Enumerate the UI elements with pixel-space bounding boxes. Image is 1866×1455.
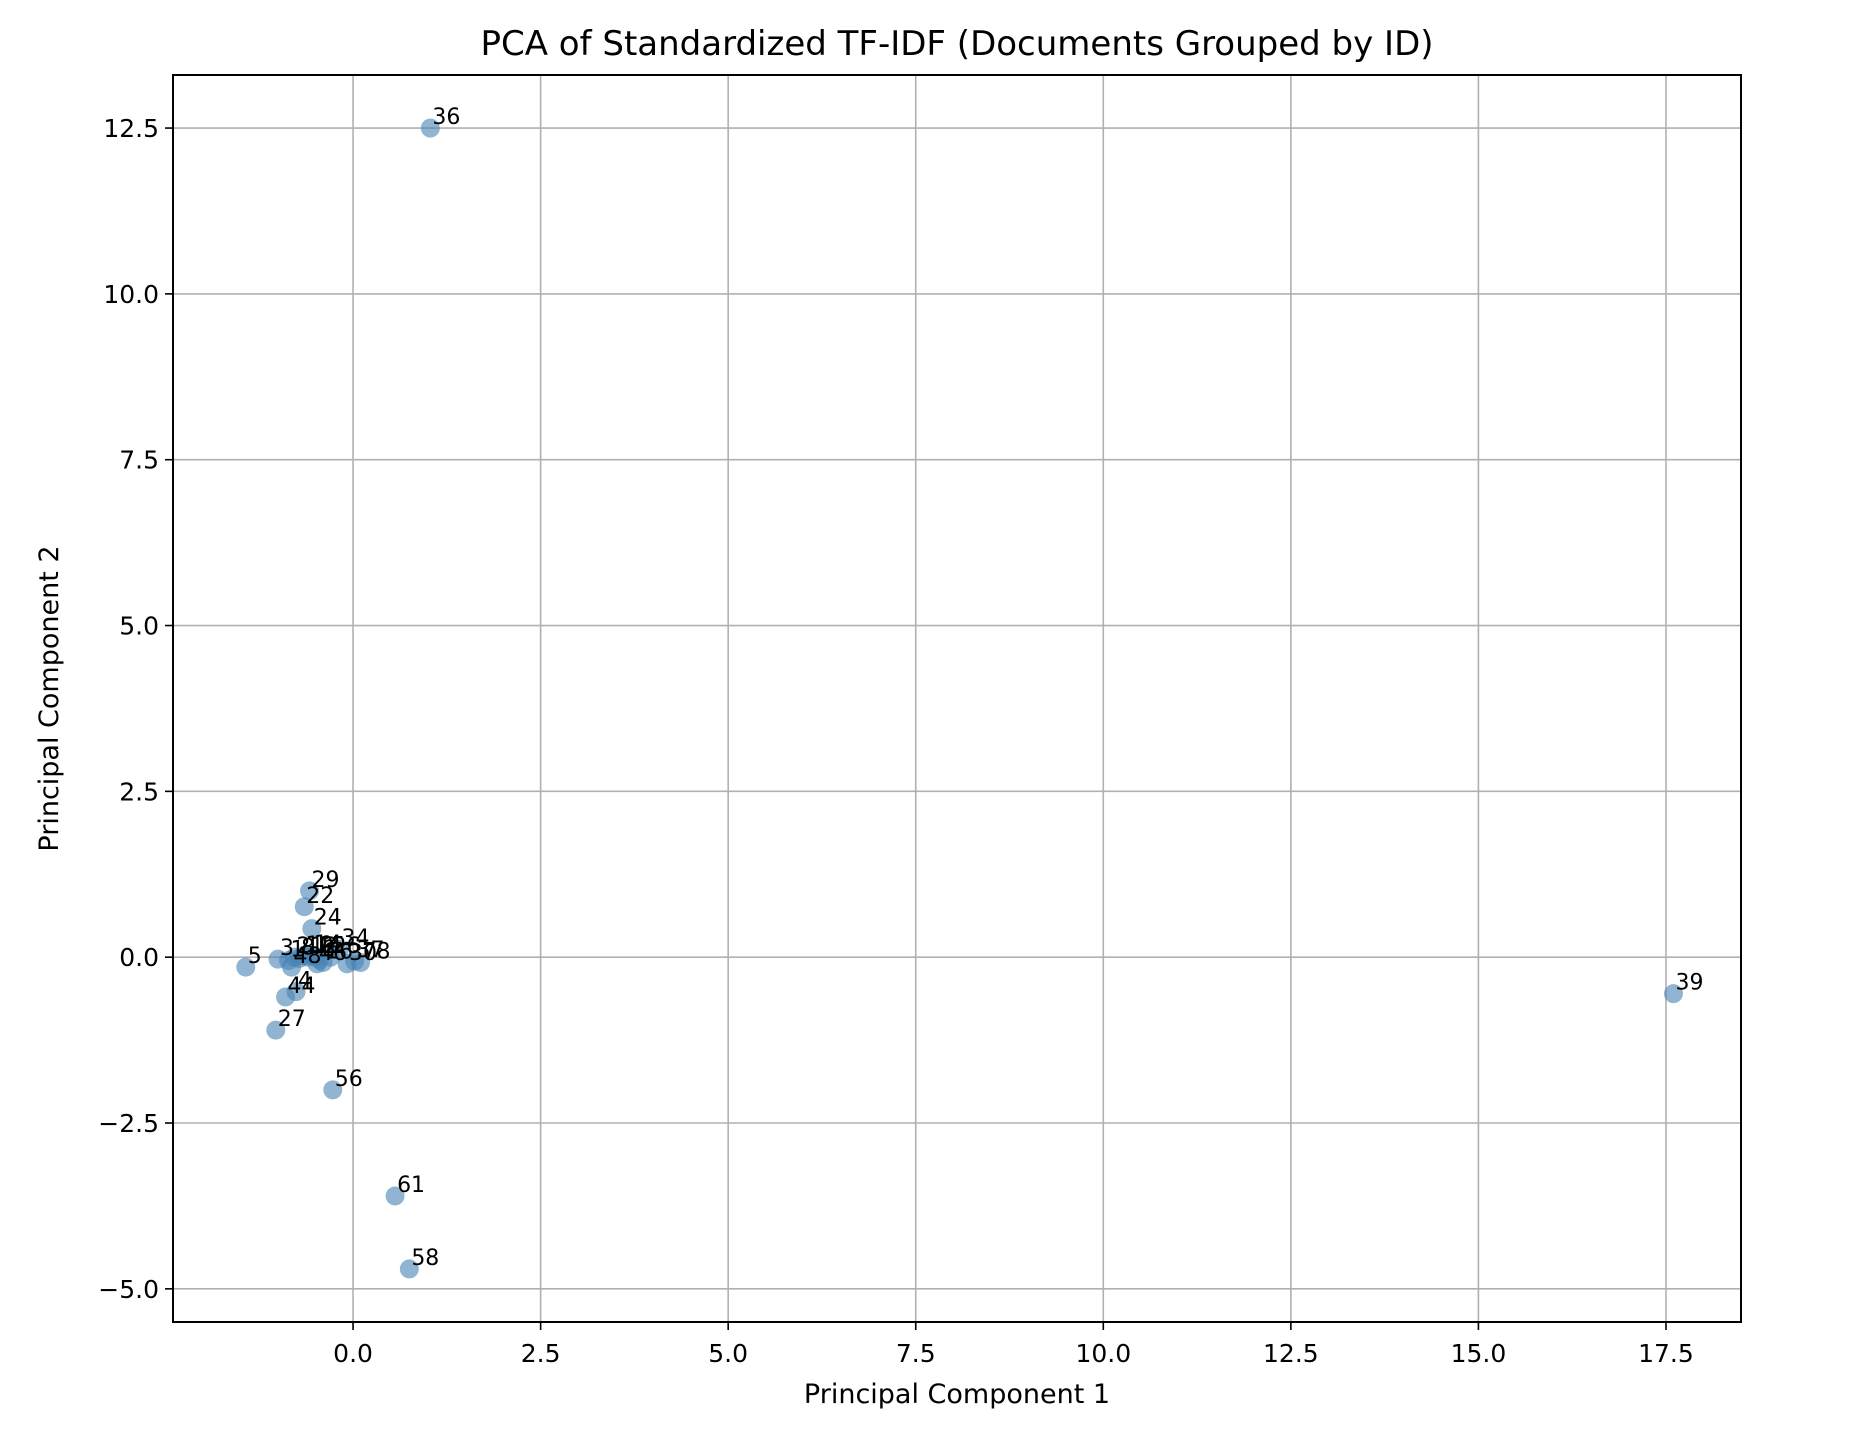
point-label: 2 — [297, 934, 311, 959]
chart-title: PCA of Standardized TF-IDF (Documents Gr… — [480, 24, 1433, 64]
point-label: 3 — [280, 936, 294, 961]
x-tick-label: 15.0 — [1451, 1339, 1507, 1368]
point-label: 8 — [301, 936, 315, 961]
point-label: 10 — [306, 933, 334, 958]
point-label: 24 — [314, 906, 342, 931]
point-label: 48 — [294, 944, 322, 969]
point-label: 22 — [306, 884, 334, 909]
point-label: 78 — [363, 939, 391, 964]
x-tick-label: 5.0 — [708, 1339, 748, 1368]
y-tick-label: 5.0 — [119, 612, 159, 641]
point-label: 46 — [319, 941, 347, 966]
data-point — [236, 957, 256, 977]
data-point — [399, 1259, 419, 1279]
y-tick-label: 0.0 — [119, 943, 159, 972]
x-tick-label: 7.5 — [896, 1339, 936, 1368]
data-point — [385, 1186, 405, 1206]
axis-ticks: 0.0 2.5 5.0 7.5 10.0 12.5 15.0 17.5−5.0−2.50.02… — [98, 114, 1694, 1368]
data-point — [323, 1080, 343, 1100]
grid-lines — [173, 75, 1741, 1322]
point-label: 61 — [397, 1173, 425, 1198]
plot-frame — [172, 74, 1742, 1323]
point-label: 56 — [335, 1067, 363, 1092]
data-point — [420, 118, 440, 138]
y-tick-label: 7.5 — [119, 446, 159, 475]
y-tick-label: 12.5 — [103, 114, 159, 143]
x-tick-label: 17.5 — [1638, 1339, 1694, 1368]
point-label: 26 — [333, 934, 361, 959]
y-tick-label: 10.0 — [103, 280, 159, 309]
point-label: 16 — [325, 939, 353, 964]
point-label: 29 — [312, 868, 340, 893]
point-label: 1 — [291, 938, 305, 963]
data-point — [321, 947, 341, 967]
point-label: 34 — [342, 926, 370, 951]
point-label: 15 — [318, 934, 346, 959]
y-tick-label: 2.5 — [119, 777, 159, 806]
x-tick-label: 10.0 — [1075, 1339, 1131, 1368]
data-point — [266, 1020, 286, 1040]
data-point — [276, 987, 296, 1007]
point-label: 27 — [278, 1007, 306, 1032]
point-label: 36 — [432, 105, 460, 130]
y-tick-label: −5.0 — [98, 1275, 159, 1304]
point-label: 37 — [357, 938, 385, 963]
point-label: 5 — [248, 944, 262, 969]
data-point — [300, 881, 320, 901]
point-label: 58 — [411, 1246, 439, 1271]
point-label: 12 — [310, 934, 338, 959]
data-points — [236, 118, 1683, 1279]
x-tick-label: 0.0 — [333, 1339, 373, 1368]
x-tick-label: 12.5 — [1263, 1339, 1319, 1368]
data-point — [351, 952, 371, 972]
y-axis-label: Principal Component 2 — [34, 545, 65, 851]
point-label: 44 — [288, 974, 316, 999]
x-tick-label: 2.5 — [521, 1339, 561, 1368]
point-label: 39 — [1675, 971, 1703, 996]
y-tick-label: −2.5 — [98, 1109, 159, 1138]
point-label: 4 — [298, 969, 312, 994]
data-point — [282, 957, 302, 977]
point-label: 6 — [321, 937, 335, 962]
data-point — [302, 919, 322, 939]
x-axis-label: Principal Component 1 — [804, 1379, 1110, 1410]
data-point — [294, 897, 314, 917]
point-label: 14 — [314, 932, 342, 957]
point-label: 30 — [349, 941, 377, 966]
data-point — [1663, 984, 1683, 1004]
